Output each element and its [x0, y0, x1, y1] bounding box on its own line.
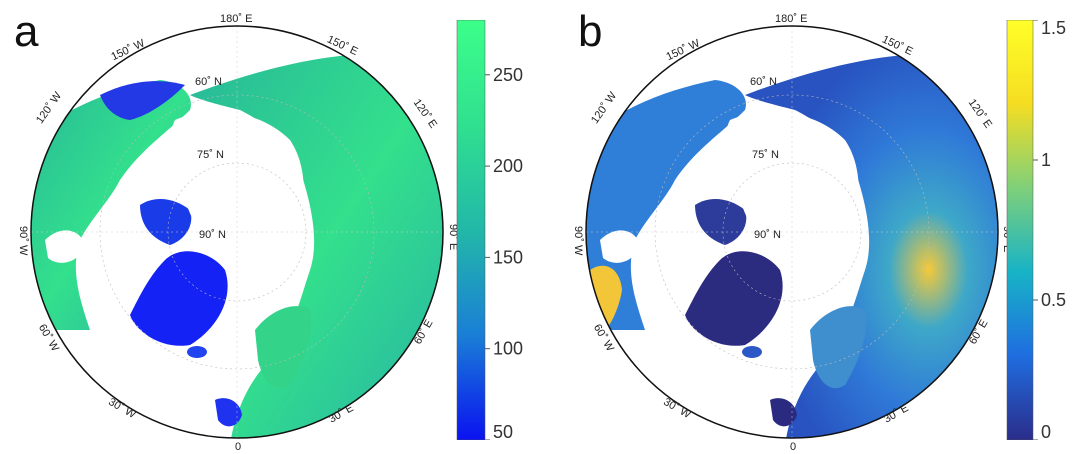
british-isles: [215, 398, 242, 427]
lon-label-180e: 180˚ E: [775, 13, 807, 25]
colorbar-a: 250 200 150 100 50: [456, 20, 523, 440]
colorbar-b: 1.5 1 0.5 0: [1006, 20, 1066, 440]
colorbar-tick-label: 250: [493, 65, 523, 85]
arctic-archipelago: [695, 198, 747, 245]
colorbar-tick-label: 200: [493, 156, 523, 176]
eurasia-landmass: [190, 55, 443, 438]
iceland: [187, 346, 207, 358]
lon-label-120e: 120˚ E: [411, 97, 439, 130]
colorbar-tick-label: 100: [493, 339, 523, 359]
scandinavia: [810, 306, 867, 389]
graticule-b-lines: [586, 26, 998, 438]
colorbar-tick-label: 1.5: [1041, 20, 1066, 38]
arctic-archipelago: [140, 198, 192, 245]
lat-label-90n: 90˚ N: [199, 229, 226, 241]
greenland: [685, 251, 783, 346]
lat-label-60n: 60˚ N: [195, 76, 222, 88]
colorbar-tick-label: 0.5: [1041, 290, 1066, 310]
lat-label-75n: 75˚ N: [752, 149, 779, 161]
north-america-landmass: [586, 80, 746, 330]
lon-label-90e: 90˚ E: [1001, 226, 1010, 252]
iceland: [742, 346, 762, 358]
lon-label-180e: 180˚ E: [220, 13, 252, 25]
colorbar-a-bar: [456, 20, 486, 440]
hudson-bay: [600, 230, 640, 263]
scandinavia: [255, 306, 312, 389]
lon-label-120e: 120˚ E: [966, 97, 994, 130]
lat-label-90n: 90˚ N: [754, 229, 781, 241]
map-a-border: [30, 25, 444, 439]
polar-map-b: 180˚ E 150˚ E 120˚ E 90˚ E 60˚ E 30˚ E 0…: [572, 13, 1010, 453]
lon-label-90w: 90˚ W: [572, 226, 584, 256]
lon-label-120w: 120˚ W: [589, 90, 620, 126]
lon-label-90e: 90˚ E: [447, 224, 459, 250]
alaska-region: [100, 81, 185, 120]
panel-a-letter: a: [14, 7, 39, 56]
polar-map-a: 180˚ E 150˚ E 120˚ E 90˚ E 60˚ E 30˚ E 0…: [17, 13, 459, 453]
eurasia-landmass: [745, 55, 998, 438]
lon-label-0: 0: [235, 441, 241, 453]
graticule-a-lines: [31, 26, 443, 438]
greenland: [130, 251, 228, 346]
panel-b-letter: b: [578, 7, 603, 56]
lat-label-75n: 75˚ N: [197, 149, 224, 161]
map-b-border: [585, 25, 999, 439]
north-america-landmass: [31, 80, 191, 330]
colorbar-b-bar: [1006, 20, 1034, 440]
colorbar-tick-label: 150: [493, 247, 523, 267]
lon-label-90w: 90˚ W: [17, 226, 29, 256]
colorbar-tick-label: 50: [493, 422, 513, 440]
colorbar-tick-label: 1: [1041, 150, 1051, 170]
colorbar-tick-label: 0: [1041, 422, 1051, 440]
lon-label-0: 0: [790, 441, 796, 453]
hudson-bay: [45, 230, 85, 263]
lat-label-60n: 60˚ N: [750, 76, 777, 88]
lon-label-120w: 120˚ W: [34, 90, 65, 126]
british-isles: [770, 398, 797, 427]
